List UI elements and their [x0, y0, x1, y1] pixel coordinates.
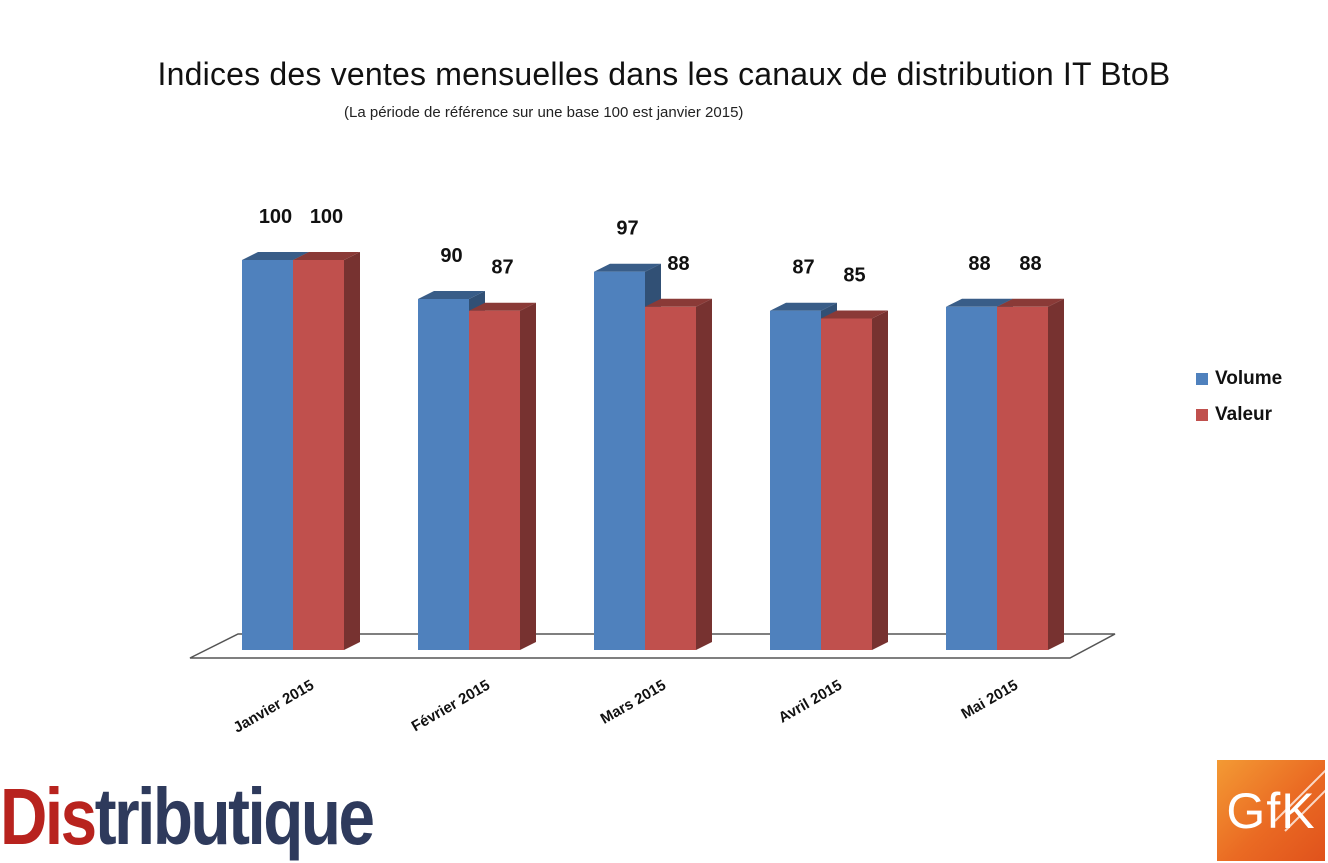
- bar-front: [946, 306, 997, 650]
- bar-front: [594, 271, 645, 650]
- bar-valeur-4: [821, 310, 888, 650]
- category-tick-layer: Janvier 2015 Février 2015 Mars 2015 Avril 2…: [230, 677, 1021, 737]
- bar-side: [872, 310, 888, 650]
- bar-front: [997, 306, 1048, 650]
- category-label-1: Janvier 2015: [230, 677, 317, 737]
- data-label-valeur-1: 100: [310, 206, 343, 228]
- bar-top: [418, 291, 485, 299]
- bar-side: [1048, 298, 1064, 650]
- bar-side: [696, 298, 712, 650]
- bar-chart: 100 100 90 87 97 88 87 85 88 88 Janvier 2015 Févri…: [189, 206, 1116, 737]
- gfk-wordmark: GfK: [1226, 783, 1316, 839]
- bar-valeur-5: [997, 298, 1064, 650]
- category-label-2: Février 2015: [409, 677, 493, 736]
- bar-top: [821, 310, 888, 319]
- bar-valeur-3: [645, 298, 712, 650]
- bar-front: [242, 260, 293, 650]
- legend-label-valeur: Valeur: [1215, 404, 1273, 425]
- legend-swatch-valeur: [1196, 409, 1208, 421]
- distributique-logo: Distributique: [0, 770, 375, 863]
- bar-top: [293, 252, 360, 260]
- category-label-3: Mars 2015: [598, 677, 669, 728]
- bar-top: [594, 263, 661, 272]
- bar-front: [469, 310, 520, 650]
- data-label-volume-5: 88: [968, 253, 990, 275]
- data-label-volume-4: 87: [792, 257, 814, 279]
- data-label-volume-2: 90: [440, 245, 462, 267]
- data-label-valeur-2: 87: [491, 257, 513, 279]
- data-label-layer: 100 100 90 87 97 88 87 85 88 88: [259, 206, 1042, 287]
- gfk-logo: GfK: [1217, 760, 1325, 861]
- bar-top: [997, 298, 1064, 307]
- bar-side: [520, 302, 536, 650]
- bar-front: [645, 306, 696, 650]
- bar-top: [242, 252, 309, 260]
- data-label-valeur-4: 85: [843, 265, 865, 287]
- legend-label-volume: Volume: [1215, 368, 1283, 389]
- legend-item-valeur: Valeur: [1196, 403, 1282, 427]
- legend: Volume Valeur: [1196, 367, 1282, 439]
- bar-top: [645, 298, 712, 307]
- bar-valeur-1: [293, 252, 360, 650]
- data-label-valeur-5: 88: [1019, 253, 1041, 275]
- bar-front: [418, 299, 469, 650]
- category-label-5: Mai 2015: [958, 677, 1021, 723]
- data-label-volume-1: 100: [259, 206, 292, 228]
- bar-layer: [242, 252, 1064, 650]
- data-label-volume-3: 97: [616, 218, 638, 240]
- data-label-valeur-3: 88: [667, 253, 689, 275]
- chart-subtitle: (La période de référence sur une base 10…: [344, 104, 744, 121]
- bar-front: [821, 318, 872, 650]
- bar-valeur-2: [469, 302, 536, 650]
- bar-top: [469, 302, 536, 311]
- bar-side: [344, 252, 360, 650]
- distributique-wordmark: Distributique: [0, 771, 375, 861]
- bar-top: [946, 298, 1013, 307]
- legend-item-volume: Volume: [1196, 367, 1282, 391]
- chart-title: Indices des ventes mensuelles dans les c…: [157, 56, 1171, 92]
- bar-front: [770, 310, 821, 650]
- bar-front: [293, 260, 344, 650]
- category-label-4: Avril 2015: [776, 677, 845, 727]
- bar-top: [770, 302, 837, 311]
- legend-swatch-volume: [1196, 373, 1208, 385]
